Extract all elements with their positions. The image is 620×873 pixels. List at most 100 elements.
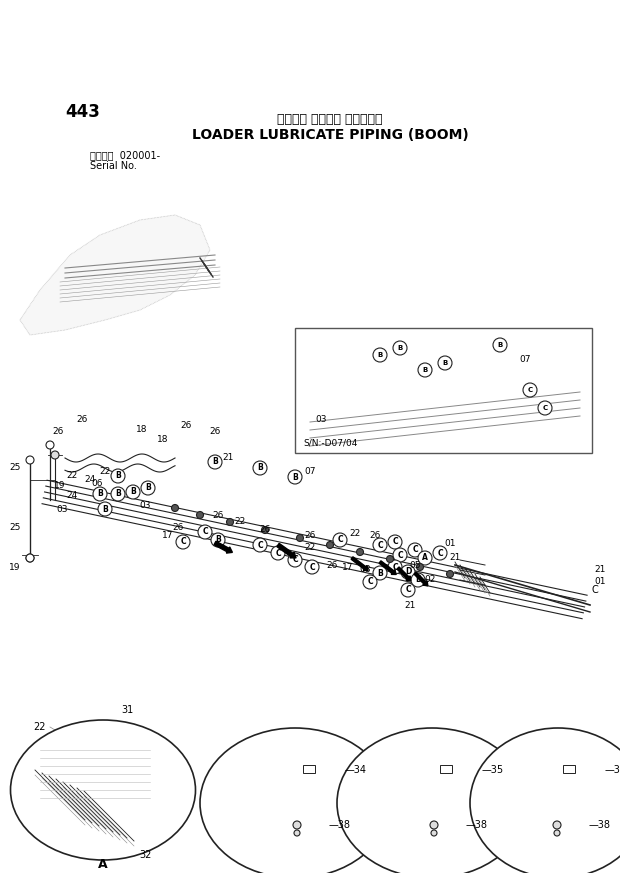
Circle shape <box>293 821 301 829</box>
Text: —35: —35 <box>482 765 504 775</box>
Circle shape <box>523 383 537 397</box>
Circle shape <box>26 554 34 562</box>
Text: B: B <box>130 487 136 497</box>
Text: B: B <box>292 472 298 482</box>
Text: 26: 26 <box>212 511 224 519</box>
Circle shape <box>98 502 112 516</box>
Circle shape <box>363 575 377 589</box>
Circle shape <box>46 441 54 449</box>
Text: 25: 25 <box>9 464 20 472</box>
Circle shape <box>253 461 267 475</box>
Ellipse shape <box>470 728 620 873</box>
Text: C: C <box>180 538 186 546</box>
Text: 22: 22 <box>350 528 361 538</box>
Circle shape <box>418 551 432 565</box>
Text: —36: —36 <box>605 765 620 775</box>
Text: 26: 26 <box>172 523 184 532</box>
Circle shape <box>26 456 34 464</box>
Text: —38: —38 <box>466 820 488 830</box>
Text: 26: 26 <box>370 531 381 540</box>
Text: ローダ゚ 給脂配管 （ブーム）: ローダ゚ 給脂配管 （ブーム） <box>277 113 383 126</box>
Circle shape <box>126 485 140 499</box>
Circle shape <box>141 481 155 495</box>
FancyArrow shape <box>414 572 428 586</box>
Text: B: B <box>377 568 383 578</box>
Text: 31: 31 <box>121 705 133 715</box>
Circle shape <box>430 821 438 829</box>
Text: 03: 03 <box>315 416 327 424</box>
Circle shape <box>493 338 507 352</box>
Text: C: C <box>542 405 547 411</box>
Text: 24: 24 <box>84 476 95 485</box>
Text: 07: 07 <box>304 466 316 476</box>
Text: B: B <box>397 345 402 351</box>
Text: 02: 02 <box>424 575 436 585</box>
Text: C: C <box>275 548 281 558</box>
Circle shape <box>356 548 363 555</box>
Text: D: D <box>405 567 411 576</box>
Text: C: C <box>309 562 315 572</box>
Circle shape <box>418 363 432 377</box>
Text: B: B <box>102 505 108 513</box>
Circle shape <box>197 512 203 519</box>
Text: 21: 21 <box>450 553 461 562</box>
Text: B: B <box>115 490 121 498</box>
Circle shape <box>327 541 334 548</box>
Text: 26: 26 <box>210 428 221 436</box>
FancyArrow shape <box>379 560 396 574</box>
Bar <box>303 765 315 773</box>
Circle shape <box>51 451 59 459</box>
Text: C: C <box>202 527 208 537</box>
Text: 21: 21 <box>404 601 415 609</box>
Text: C: C <box>392 562 398 572</box>
Text: LOADER LUBRICATE PIPING (BOOM): LOADER LUBRICATE PIPING (BOOM) <box>192 128 468 142</box>
Text: B: B <box>97 490 103 498</box>
Text: B: B <box>497 342 503 348</box>
Text: 22: 22 <box>99 468 110 477</box>
Text: 26: 26 <box>326 560 338 569</box>
Text: 17: 17 <box>162 532 174 540</box>
Circle shape <box>433 546 447 560</box>
Text: 05: 05 <box>409 560 421 569</box>
Circle shape <box>294 830 300 836</box>
Circle shape <box>262 526 268 533</box>
Text: —38: —38 <box>589 820 611 830</box>
Text: B: B <box>115 471 121 480</box>
Circle shape <box>393 548 407 562</box>
Text: C: C <box>397 551 403 560</box>
Text: 26: 26 <box>76 416 87 424</box>
Text: 01: 01 <box>445 539 456 547</box>
Text: 06: 06 <box>91 478 103 487</box>
Text: 03: 03 <box>56 505 68 514</box>
Circle shape <box>253 538 267 552</box>
Text: B: B <box>443 360 448 366</box>
Text: 17: 17 <box>342 563 354 573</box>
Text: 01: 01 <box>594 578 606 587</box>
Text: C: C <box>405 586 411 595</box>
Circle shape <box>554 830 560 836</box>
Circle shape <box>288 553 302 567</box>
FancyArrow shape <box>397 567 411 581</box>
Text: 26: 26 <box>180 422 192 430</box>
Circle shape <box>438 356 452 370</box>
Circle shape <box>388 560 402 574</box>
FancyArrow shape <box>214 541 232 553</box>
Bar <box>563 765 575 773</box>
Circle shape <box>226 519 234 526</box>
Circle shape <box>388 535 402 549</box>
Circle shape <box>431 830 437 836</box>
Circle shape <box>417 563 423 570</box>
Text: A: A <box>422 553 428 562</box>
Text: 25: 25 <box>9 524 20 533</box>
Text: —38: —38 <box>329 820 351 830</box>
Circle shape <box>26 554 34 562</box>
Circle shape <box>172 505 179 512</box>
Circle shape <box>393 341 407 355</box>
Text: B: B <box>145 484 151 492</box>
Text: 03: 03 <box>140 501 151 511</box>
Text: C: C <box>337 535 343 545</box>
Circle shape <box>211 533 225 547</box>
Text: 24: 24 <box>66 491 78 499</box>
Text: C: C <box>528 387 533 393</box>
Circle shape <box>553 821 561 829</box>
